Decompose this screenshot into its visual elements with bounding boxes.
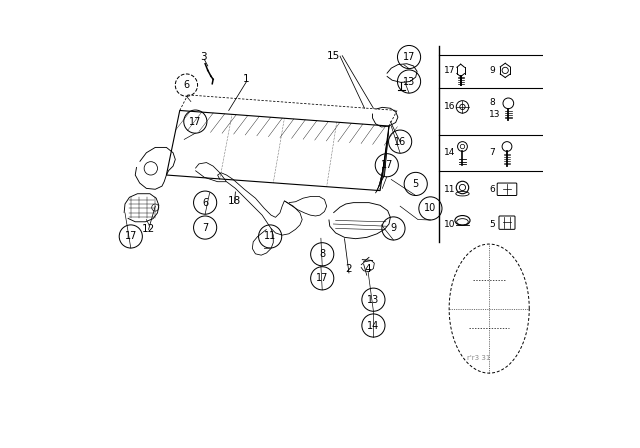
- Text: 12: 12: [142, 224, 156, 234]
- Text: 17: 17: [125, 232, 137, 241]
- Text: 8: 8: [489, 98, 495, 107]
- Text: 14: 14: [367, 320, 380, 331]
- Text: 15: 15: [327, 51, 340, 61]
- Text: 3: 3: [200, 52, 207, 62]
- Text: 17: 17: [403, 52, 415, 62]
- Text: 14: 14: [444, 148, 455, 157]
- Text: 16: 16: [444, 102, 455, 111]
- Text: 6: 6: [184, 80, 189, 90]
- Text: 13: 13: [367, 295, 380, 305]
- Text: 16: 16: [394, 137, 406, 146]
- Text: 9: 9: [489, 66, 495, 75]
- Text: 17: 17: [316, 273, 328, 283]
- Text: 6: 6: [489, 185, 495, 194]
- Text: 8: 8: [319, 249, 325, 259]
- Text: 6: 6: [202, 198, 208, 207]
- Text: 1: 1: [243, 74, 250, 84]
- Text: 5: 5: [413, 179, 419, 189]
- Text: 10: 10: [444, 220, 455, 228]
- Text: 2: 2: [346, 264, 352, 275]
- Text: 17: 17: [189, 116, 202, 127]
- Text: r'r3 31: r'r3 31: [467, 354, 490, 361]
- Text: 13: 13: [403, 77, 415, 86]
- Text: 11: 11: [264, 232, 276, 241]
- Text: 7: 7: [202, 223, 208, 233]
- Text: 11: 11: [444, 185, 455, 194]
- Text: 18: 18: [228, 196, 241, 206]
- Text: 4: 4: [365, 264, 371, 275]
- Text: 9: 9: [390, 224, 397, 233]
- Text: 17: 17: [381, 160, 393, 170]
- Text: 10: 10: [424, 203, 436, 213]
- Text: 5: 5: [489, 220, 495, 228]
- Text: 17: 17: [444, 66, 455, 75]
- Text: 13: 13: [489, 110, 500, 120]
- Text: 7: 7: [489, 148, 495, 157]
